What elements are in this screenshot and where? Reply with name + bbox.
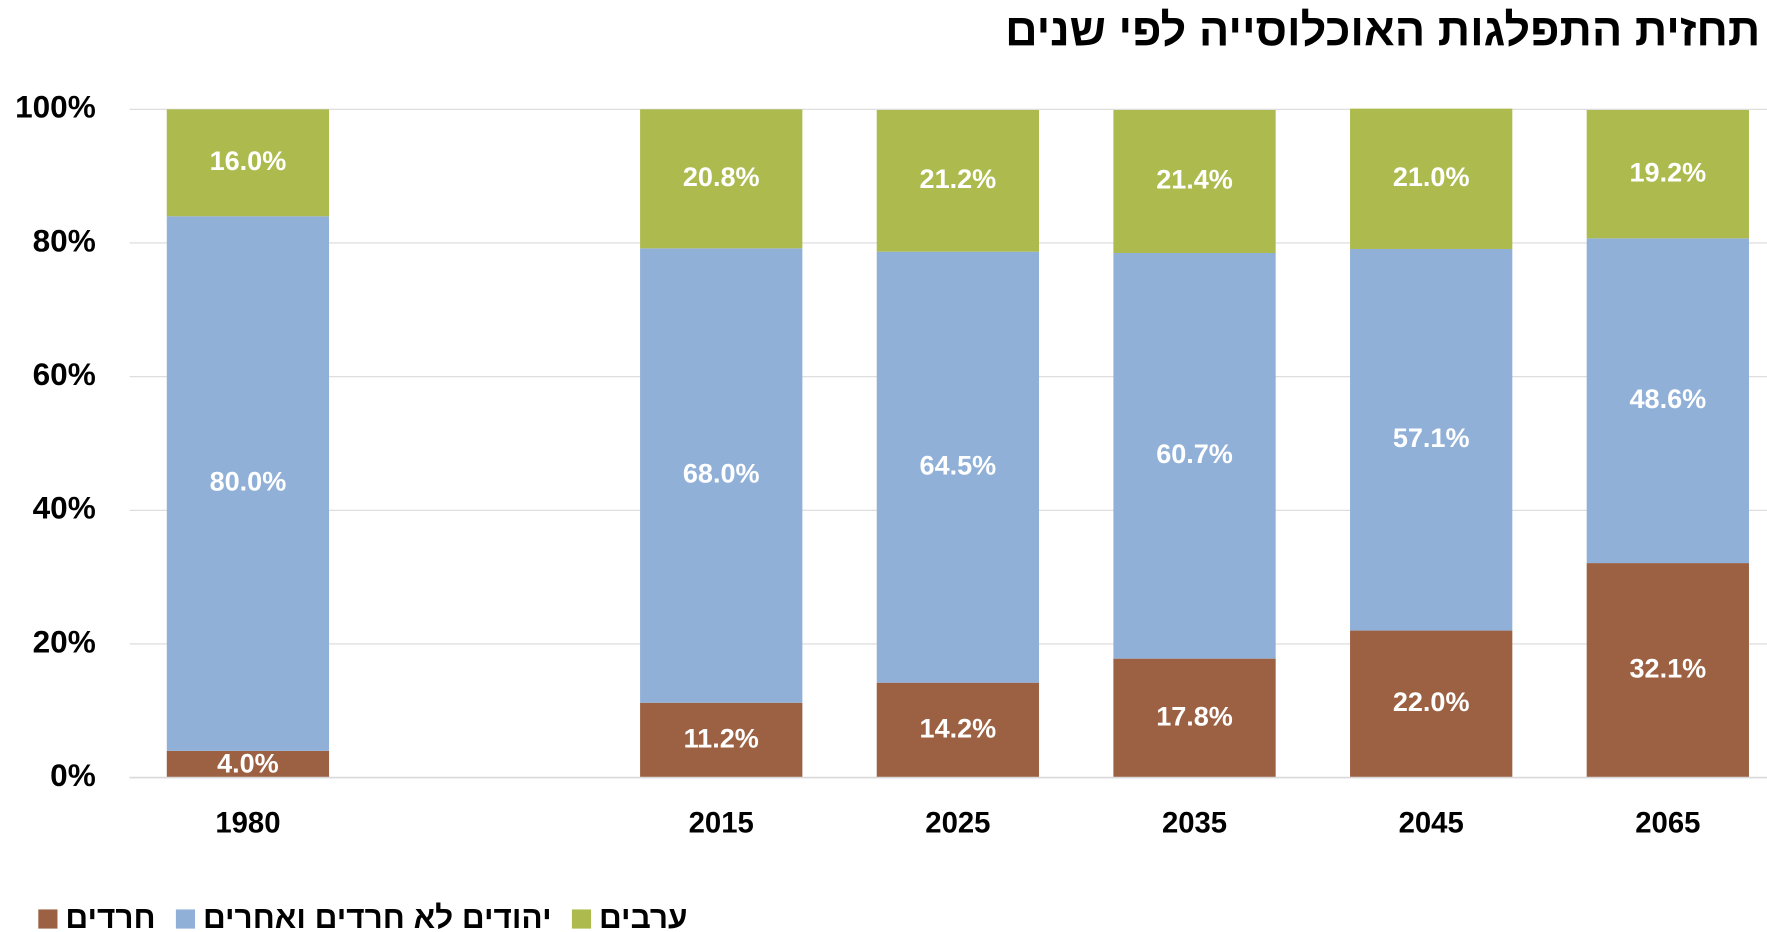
bar-segment (876, 682, 1040, 778)
chart-title: תחזית התפלגות האוכלוסייה לפי שנים (1005, 5, 1760, 56)
value-label: 4.0% (217, 748, 279, 778)
y-tick-label: 80% (33, 222, 96, 258)
value-label: 64.5% (920, 450, 997, 480)
x-tick-label: 1980 (215, 807, 280, 840)
bar-segment (640, 248, 803, 703)
bar-segment (1113, 253, 1276, 659)
bar-segment (1113, 658, 1276, 778)
bar-segment (1586, 238, 1749, 564)
value-label: 14.2% (920, 713, 997, 743)
bar-segment (1350, 248, 1513, 631)
value-label: 60.7% (1156, 439, 1233, 469)
legend-swatch (175, 909, 196, 929)
bar-segment (1113, 110, 1276, 254)
bar-segment (166, 216, 330, 751)
value-label: 68.0% (683, 459, 760, 489)
bar-segment (876, 110, 1040, 252)
value-label: 20.8% (683, 162, 760, 192)
y-tick-label: 60% (33, 356, 96, 392)
x-tick-label: 2025 (925, 807, 990, 840)
value-label: 57.1% (1393, 423, 1470, 453)
value-label: 19.2% (1630, 157, 1707, 187)
legend-label: יהודים לא חרדים ואחרים (203, 899, 552, 932)
bar-segment (1350, 630, 1513, 778)
value-label: 21.2% (920, 164, 997, 194)
legend-swatch (38, 909, 58, 929)
value-label: 11.2% (684, 723, 759, 753)
y-tick-label: 40% (33, 490, 96, 526)
value-label: 48.6% (1630, 384, 1707, 414)
value-label: 22.0% (1393, 687, 1470, 717)
value-label: 80.0% (210, 467, 287, 497)
bar-segment (166, 750, 330, 778)
x-tick-label: 2045 (1399, 807, 1464, 840)
y-tick-label: 0% (50, 757, 96, 793)
value-label: 32.1% (1630, 653, 1707, 683)
x-tick-label: 2065 (1635, 807, 1700, 840)
legend-label: ערבים (599, 899, 688, 932)
bar-segment (640, 702, 803, 778)
x-tick-label: 2015 (689, 807, 754, 840)
bar-segment (166, 109, 330, 217)
y-tick-label: 20% (33, 623, 96, 659)
value-label: 17.8% (1156, 701, 1233, 731)
bar-segment (876, 251, 1040, 683)
bar-segment (1350, 108, 1513, 249)
y-tick-label: 100% (15, 89, 96, 125)
bar-segment (640, 109, 803, 249)
x-tick-label: 2035 (1162, 807, 1227, 840)
bar-segment (1586, 110, 1749, 239)
value-label: 21.4% (1156, 165, 1233, 195)
bar-segment (1586, 563, 1749, 778)
legend-label: חרדים (65, 899, 155, 932)
value-label: 16.0% (210, 146, 287, 176)
legend-swatch (571, 909, 592, 929)
value-label: 21.0% (1393, 162, 1470, 192)
